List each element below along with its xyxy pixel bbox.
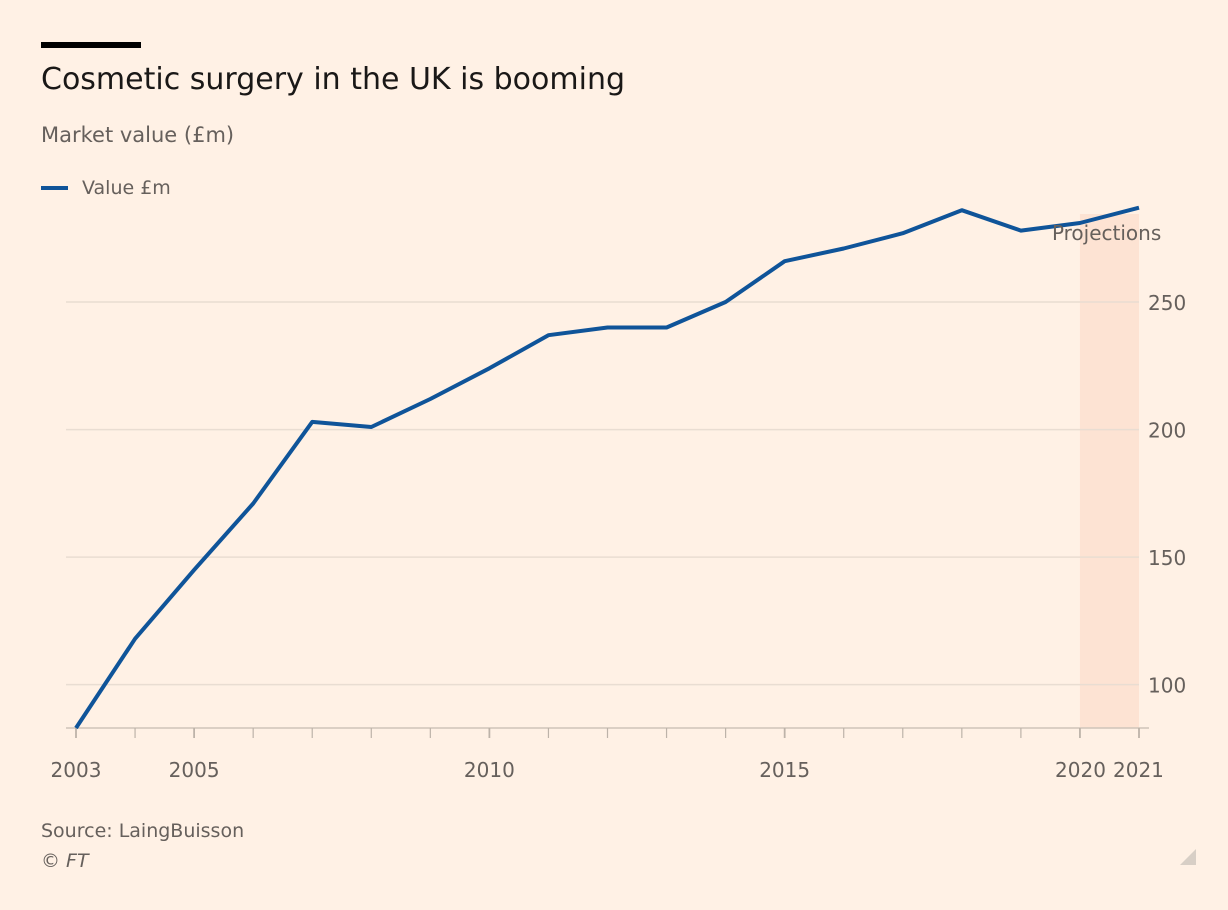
- source-note: Source: LaingBuisson: [41, 820, 245, 842]
- data-point-2018: [960, 208, 964, 212]
- data-point-2015: [783, 259, 787, 263]
- y-tick-label-250: 250: [1148, 291, 1186, 315]
- data-point-2004: [133, 637, 137, 641]
- data-point-2013: [665, 326, 669, 330]
- data-point-2011: [546, 333, 550, 337]
- data-point-2006: [251, 502, 255, 506]
- data-point-2003: [74, 726, 78, 730]
- title-accent-bar: [41, 42, 141, 48]
- x-tick-label-2003: 2003: [51, 758, 102, 782]
- data-point-2014: [724, 300, 728, 304]
- legend-label: Value £m: [82, 177, 171, 199]
- legend-swatch: [41, 186, 68, 190]
- chart-title: Cosmetic surgery in the UK is booming: [41, 62, 626, 97]
- legend: Value £m: [41, 176, 171, 200]
- data-point-2012: [606, 326, 610, 330]
- y-tick-label-150: 150: [1148, 546, 1186, 570]
- x-tick-label-2020: 2020: [1055, 758, 1106, 782]
- chart-subtitle: Market value (£m): [41, 123, 235, 147]
- data-point-2017: [901, 231, 905, 235]
- projection-band-label: Projections: [1052, 221, 1161, 245]
- projection-band: [1079, 214, 1139, 728]
- data-point-2005: [192, 568, 196, 572]
- data-point-2007: [310, 420, 314, 424]
- data-point-2016: [842, 246, 846, 250]
- data-point-2019: [1019, 229, 1023, 233]
- x-tick-label-2005: 2005: [169, 758, 220, 782]
- data-point-2009: [428, 397, 432, 401]
- data-point-2008: [369, 425, 373, 429]
- y-tick-label-200: 200: [1148, 419, 1186, 443]
- x-tick-label-2021: 2021: [1113, 758, 1164, 782]
- data-point-2021: [1137, 206, 1141, 210]
- series-line-0: [74, 205, 1140, 730]
- x-tick-label-2010: 2010: [464, 758, 515, 782]
- resize-handle-icon[interactable]: [1180, 849, 1196, 865]
- y-tick-label-100: 100: [1148, 674, 1186, 698]
- x-tick-label-2015: 2015: [759, 758, 810, 782]
- copyright-note: © FT: [41, 850, 89, 872]
- data-point-2010: [487, 366, 491, 370]
